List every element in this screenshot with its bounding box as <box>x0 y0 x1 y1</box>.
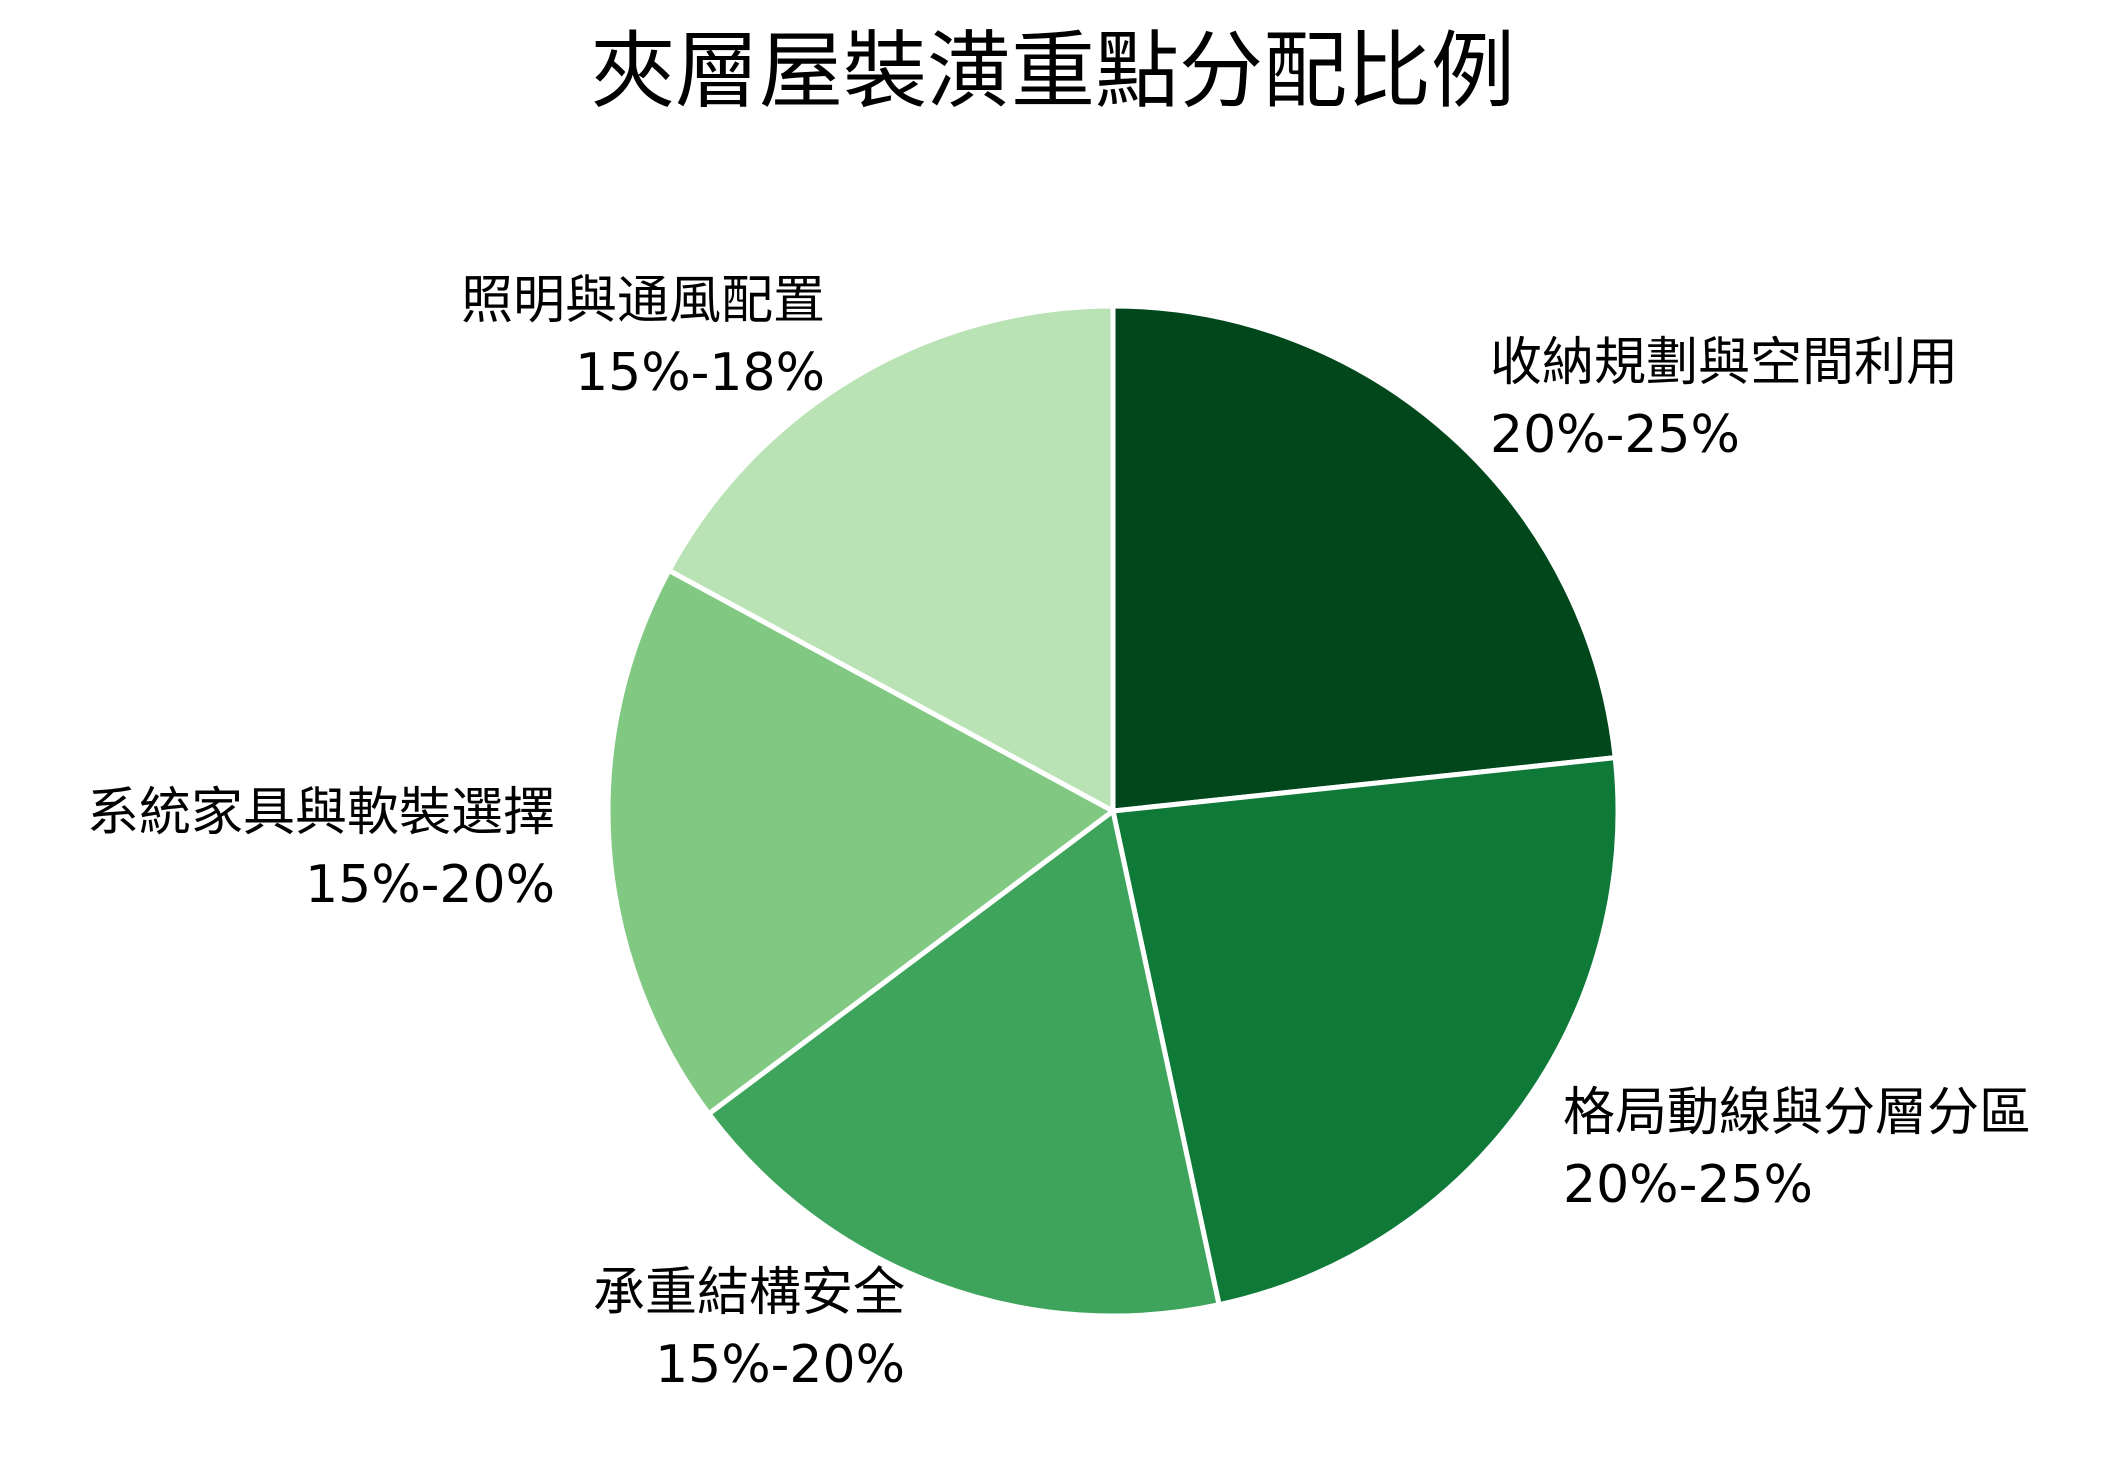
slice-label-3: 承重結構安全 <box>593 1263 905 1323</box>
slice-range-3: 15%-20% <box>655 1335 905 1395</box>
pie-slice-2 <box>1109 754 1621 1308</box>
pie-slices <box>605 303 1621 1319</box>
slice-range-1: 20%-25% <box>1490 405 1740 465</box>
slice-labels: 收納規劃與空間利用 20%-25% 格局動線與分層分區 20%-25% 承重結構安全 15… <box>87 271 2031 1395</box>
pie-slice-3 <box>705 806 1223 1319</box>
chart-title: 夾層屋裝潢重點分配比例 <box>591 22 1515 120</box>
pie-slice-1 <box>1110 303 1618 814</box>
slice-range-2: 20%-25% <box>1563 1155 1813 1215</box>
slice-label-4: 系統家具與軟裝選擇 <box>87 783 555 843</box>
pie-slice-5 <box>665 303 1116 816</box>
slice-label-1: 收納規劃與空間利用 <box>1490 333 1958 393</box>
pie-slice-4 <box>605 567 1118 1118</box>
slice-label-2: 格局動線與分層分區 <box>1563 1083 2031 1143</box>
slice-label-5: 照明與通風配置 <box>461 271 825 331</box>
slice-range-5: 15%-18% <box>575 343 825 403</box>
slice-range-4: 15%-20% <box>305 855 555 915</box>
